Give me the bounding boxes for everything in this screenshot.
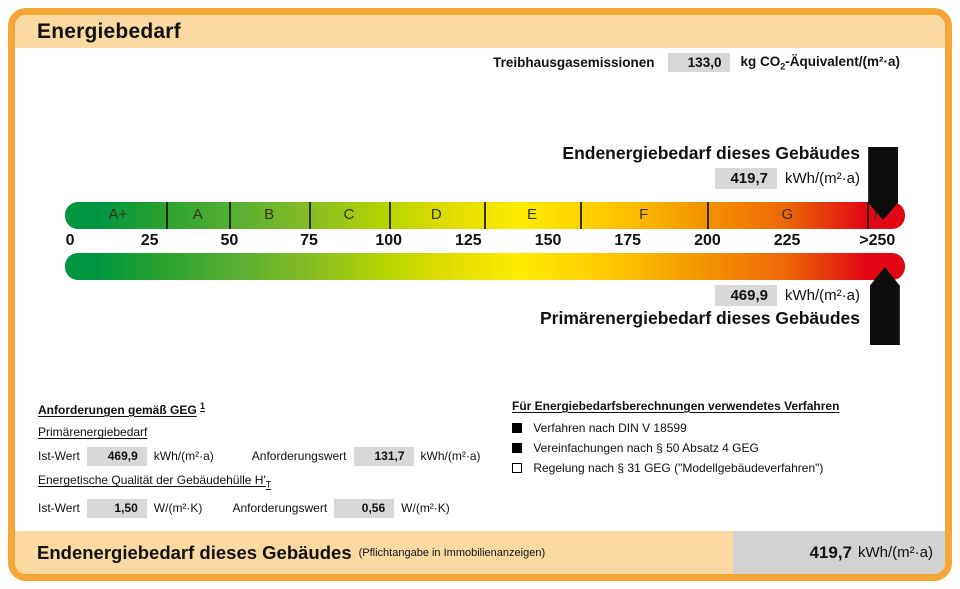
class-scale-bar: A+ A B C D E F G H [65, 202, 905, 229]
axis-tick-75: 75 [300, 232, 318, 249]
axis-tick-50: 50 [220, 232, 239, 249]
class-divider [707, 202, 710, 229]
class-divider [165, 202, 168, 229]
envelope-anf-value-box: 0,56 [334, 499, 395, 519]
axis-tick-25: 25 [140, 232, 159, 249]
method-heading: Für Energiebedarfsberechnungen verwendet… [512, 399, 840, 413]
footer-unit: kWh/(m²·a) [858, 544, 933, 561]
class-divider [229, 202, 232, 229]
anforderungswert-label: Anforderungswert [251, 449, 347, 463]
class-divider [309, 202, 312, 229]
axis-tick-225: 225 [773, 232, 801, 249]
method-item-modellgebaeude: Regelung nach § 31 GEG ("Modellgebäudeve… [512, 461, 942, 476]
primary-anf-value-box: 131,7 [353, 447, 414, 466]
class-divider [484, 202, 487, 229]
axis-tick-gt250: >250 [859, 232, 896, 249]
primary-ist-unit: kWh/(m²·a) [153, 449, 214, 463]
primary-energy-title: Primärenergiebedarf dieses Gebäudes [540, 308, 860, 328]
primary-energy-value-row: 469,9 kWh/(m²·a) [715, 285, 860, 306]
footer-value: 419,7 [809, 542, 852, 562]
axis-tick-125: 125 [455, 232, 482, 249]
gradient-scale-bar [65, 253, 905, 280]
footer-title: Endenergiebedarf dieses Gebäudes [37, 541, 352, 563]
ghg-unit: kg CO2-Äquivalent/(m²·a) [740, 53, 900, 72]
end-energy-unit: kWh/(m²·a) [785, 170, 860, 187]
axis-tick-200: 200 [694, 232, 721, 249]
certificate-frame: Energiebedarf Treibhausgasemissionen 133… [8, 8, 952, 581]
energy-scale-chart: A+ A B C D E F G H 0 25 50 75 100 125 15… [65, 147, 905, 352]
primary-requirement-row: Ist-Wert 469,9 kWh/(m²·a) Anforderungswe… [38, 447, 493, 466]
class-divider [866, 202, 869, 229]
axis-tick-100: 100 [375, 232, 403, 249]
envelope-requirement-row: Ist-Wert 1,50 W/(m²·K) Anforderungswert … [38, 499, 493, 519]
primary-ist-value-box: 469,9 [86, 447, 147, 466]
method-item-label: Regelung nach § 31 GEG ("Modellgebäudeve… [533, 461, 824, 475]
envelope-anf-unit: W/(m²·K) [401, 501, 450, 516]
unchecked-checkbox-icon [512, 463, 522, 473]
method-item-vereinfachungen: Vereinfachungen nach § 50 Absatz 4 GEG [512, 441, 942, 456]
method-item-label: Vereinfachungen nach § 50 Absatz 4 GEG [533, 441, 759, 455]
end-energy-value-box: 419,7 [715, 168, 777, 189]
greenhouse-gas-row: Treibhausgasemissionen 133,0 kg CO2-Äqui… [493, 53, 900, 72]
axis-tick-175: 175 [614, 232, 642, 249]
anforderungswert-label: Anforderungswert [232, 501, 328, 516]
page-title: Energiebedarf [37, 19, 181, 43]
footer-value-box: 419,7 kWh/(m²·a) [733, 531, 945, 574]
axis-tick-150: 150 [534, 232, 562, 249]
envelope-ist-unit: W/(m²·K) [153, 501, 203, 516]
method-item-label: Verfahren nach DIN V 18599 [533, 421, 687, 435]
ghg-label: Treibhausgasemissionen [493, 55, 655, 70]
class-label-f: F [639, 206, 649, 223]
class-divider [579, 202, 582, 229]
primary-energy-value-box: 469,9 [715, 285, 777, 306]
primary-energy-unit: kWh/(m²·a) [785, 287, 860, 304]
class-divider [388, 202, 391, 229]
class-label-a-plus: A+ [108, 206, 128, 223]
footer-note: (Pflichtangabe in Immobilienanzeigen) [358, 546, 546, 559]
calculation-method-block: Für Energiebedarfsberechnungen verwendet… [512, 399, 942, 481]
checked-checkbox-icon [512, 423, 522, 433]
primary-anf-unit: kWh/(m²·a) [420, 449, 481, 463]
primary-requirement-heading: Primärenergiebedarf [38, 425, 148, 439]
envelope-quality-heading: Energetische Qualität der Gebäudehülle H… [38, 473, 272, 490]
class-label-b: B [264, 206, 275, 223]
requirements-heading: Anforderungen gemäß GEG 1 [38, 401, 206, 417]
class-label-g: G [781, 206, 794, 223]
method-item-din-18599: Verfahren nach DIN V 18599 [512, 421, 942, 436]
class-label-a: A [192, 206, 203, 223]
ghg-value-box: 133,0 [668, 53, 731, 72]
end-energy-title: Endenergiebedarf dieses Gebäudes [562, 143, 860, 163]
end-energy-value-row: 419,7 kWh/(m²·a) [715, 168, 860, 189]
primary-energy-marker-arrow-icon [869, 267, 900, 345]
ist-wert-label: Ist-Wert [38, 449, 80, 463]
ist-wert-label: Ist-Wert [38, 501, 80, 516]
class-label-e: E [527, 206, 538, 223]
class-label-c: C [343, 206, 355, 223]
checked-checkbox-icon [512, 443, 522, 453]
section-header: Energiebedarf [15, 15, 945, 48]
axis-tick-0: 0 [65, 232, 75, 249]
envelope-ist-value-box: 1,50 [86, 499, 147, 519]
footer-summary-bar: Endenergiebedarf dieses Gebäudes (Pflich… [15, 531, 945, 574]
class-label-d: D [430, 206, 442, 223]
end-energy-marker-arrow-icon [868, 147, 899, 220]
requirements-block: Anforderungen gemäß GEG 1 Primärenergieb… [38, 399, 493, 551]
